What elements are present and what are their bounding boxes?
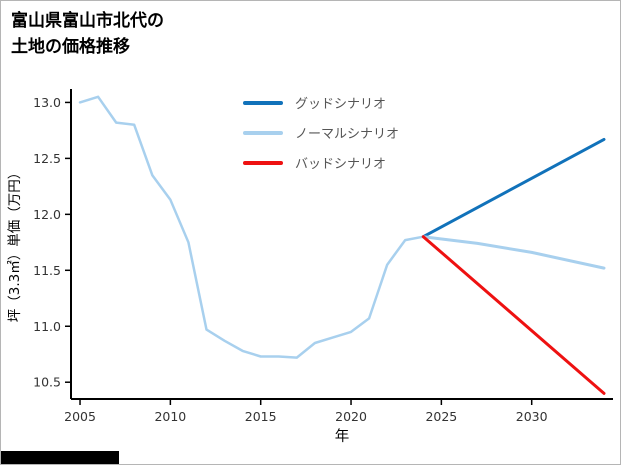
legend-label-bad-scenario: バッドシナリオ: [295, 157, 387, 172]
svg-text:年: 年: [335, 428, 350, 445]
svg-text:2030: 2030: [516, 409, 548, 424]
legend-swatch-good-scenario: [243, 100, 283, 105]
legend-label-normal-scenario: ノーマルシナリオ: [295, 127, 400, 142]
legend-swatch-normal-scenario: [243, 130, 283, 135]
chart-canvas: 10.5 11.0 11.5 12.0 12.5 13.0 2005 2010 2015 2020…: [7, 89, 613, 445]
svg-text:2015: 2015: [245, 409, 277, 424]
svg-text:2020: 2020: [335, 409, 367, 424]
legend-item-bad-scenario: バッドシナリオ: [243, 153, 399, 172]
svg-text:11.0: 11.0: [33, 319, 61, 334]
chart-legend: グッドシナリオ ノーマルシナリオ バッドシナリオ: [243, 93, 399, 172]
svg-text:10.5: 10.5: [33, 375, 61, 390]
svg-text:11.5: 11.5: [33, 263, 61, 278]
svg-text:2025: 2025: [425, 409, 457, 424]
svg-text:坪（3.3㎡）単価（万円）: 坪（3.3㎡）単価（万円）: [7, 166, 23, 322]
page-title: 富山県富山市北代の 土地の価格推移: [11, 9, 164, 60]
price-trend-chart: 10.5 11.0 11.5 12.0 12.5 13.0 2005 2010 2015 2020…: [1, 81, 621, 453]
page-title-line1: 富山県富山市北代の: [11, 11, 164, 31]
svg-text:2005: 2005: [64, 409, 96, 424]
svg-text:12.5: 12.5: [33, 151, 61, 166]
svg-text:12.0: 12.0: [33, 207, 61, 222]
legend-swatch-bad-scenario: [243, 160, 283, 165]
legend-item-normal-scenario: ノーマルシナリオ: [243, 123, 399, 142]
page-title-line2: 土地の価格推移: [11, 36, 130, 57]
watermark-bar: [1, 451, 119, 464]
legend-label-good-scenario: グッドシナリオ: [295, 97, 387, 112]
svg-text:13.0: 13.0: [33, 95, 61, 110]
svg-text:2010: 2010: [154, 409, 186, 424]
legend-item-good-scenario: グッドシナリオ: [243, 93, 399, 112]
